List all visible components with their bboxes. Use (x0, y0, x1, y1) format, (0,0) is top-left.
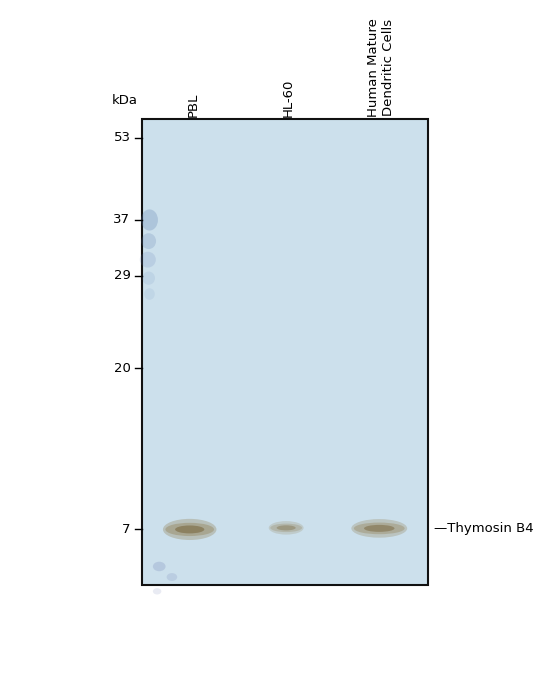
Text: 29: 29 (114, 269, 130, 282)
Ellipse shape (144, 289, 155, 300)
Text: kDa: kDa (112, 94, 138, 107)
Ellipse shape (140, 251, 156, 267)
Ellipse shape (153, 588, 162, 594)
Ellipse shape (163, 519, 216, 540)
Text: 37: 37 (114, 214, 130, 227)
Ellipse shape (153, 562, 165, 571)
Ellipse shape (364, 525, 395, 532)
Ellipse shape (165, 523, 214, 536)
Ellipse shape (167, 573, 177, 581)
Text: 53: 53 (114, 131, 130, 144)
Ellipse shape (141, 210, 158, 231)
Text: 7: 7 (122, 523, 130, 536)
Ellipse shape (351, 519, 407, 538)
Text: —Thymosin B4: —Thymosin B4 (434, 522, 534, 535)
Ellipse shape (175, 526, 204, 533)
Ellipse shape (141, 233, 156, 249)
Text: 20: 20 (114, 361, 130, 374)
Ellipse shape (143, 271, 155, 285)
Text: HL-60: HL-60 (282, 78, 295, 117)
Text: Human Mature
Dendritic Cells: Human Mature Dendritic Cells (367, 18, 395, 117)
Ellipse shape (269, 521, 304, 534)
Bar (143, 120, 428, 585)
Text: PBL: PBL (187, 93, 200, 117)
Ellipse shape (270, 523, 302, 532)
Ellipse shape (354, 523, 405, 534)
Ellipse shape (277, 526, 296, 530)
